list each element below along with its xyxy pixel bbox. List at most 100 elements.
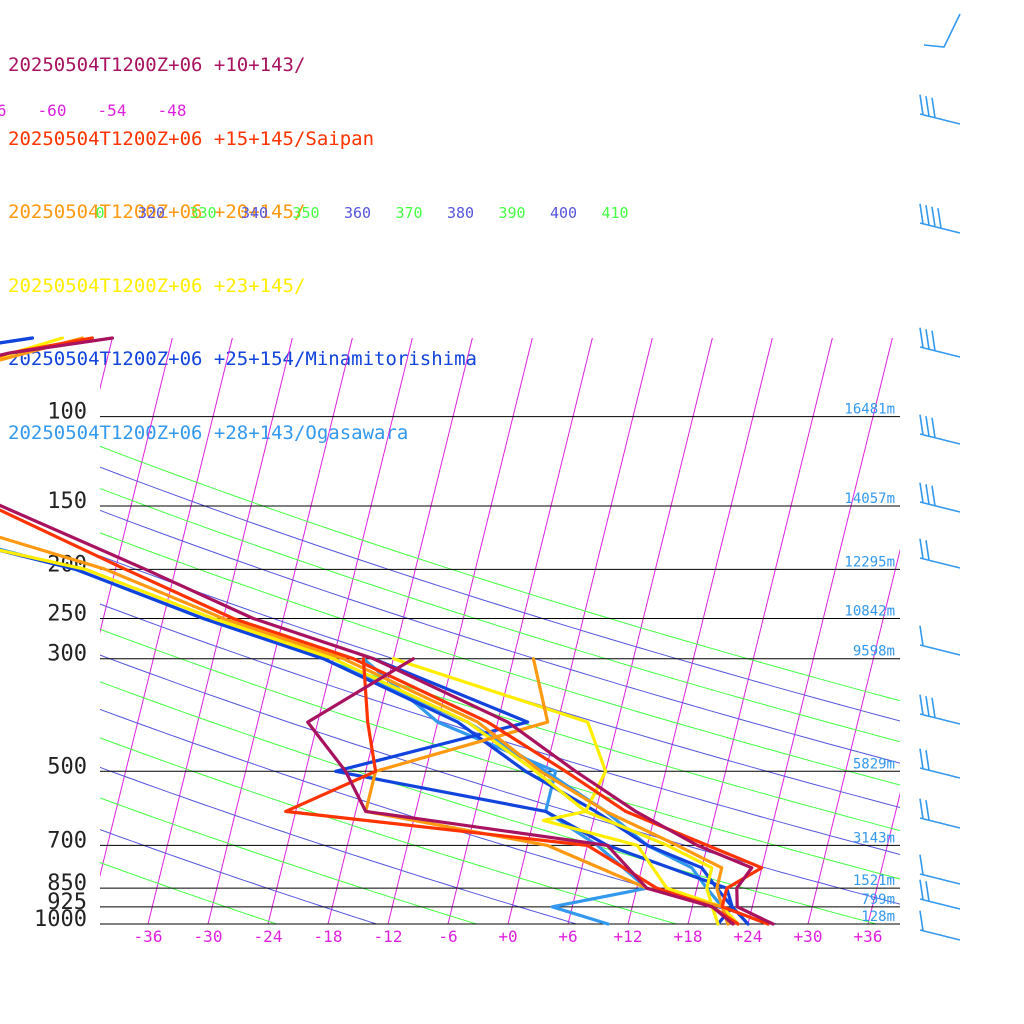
pressure-label: 700 xyxy=(47,828,87,853)
sounding-profiles xyxy=(0,336,775,926)
isotherm-label: -54 xyxy=(98,101,127,120)
legend-entry: 20250504T1200Z+06 +20+145/ xyxy=(8,201,306,223)
temperature-tick-label: +24 xyxy=(734,927,763,946)
isotherm-line xyxy=(807,548,900,924)
series-temperature-line xyxy=(0,336,730,926)
wind-barb-icon xyxy=(919,854,961,885)
series-temperature-line xyxy=(0,336,740,926)
pressure-label: 150 xyxy=(47,489,87,514)
series-temperature-line xyxy=(0,336,720,926)
theta-label: 0 xyxy=(95,204,104,222)
temperature-tick-label: +18 xyxy=(674,927,703,946)
pressure-label: 100 xyxy=(47,400,87,425)
isotherm-line xyxy=(207,337,353,924)
isotherm-line xyxy=(327,337,473,924)
isotherm-line xyxy=(147,337,293,924)
isotherm-label: -60 xyxy=(38,101,67,120)
wind-barb-icon xyxy=(919,327,961,358)
theta-label: 370 xyxy=(395,204,422,222)
series-temperature-line xyxy=(0,336,750,926)
series-dewpoint-line xyxy=(306,657,735,926)
height-label: 12295m xyxy=(844,554,895,570)
height-label: 5829m xyxy=(853,756,895,772)
theta-label: 390 xyxy=(498,204,525,222)
wind-barb-icon xyxy=(919,748,961,779)
height-label: 10842m xyxy=(844,604,895,620)
isotherm-line xyxy=(867,792,900,924)
isotherm-line xyxy=(687,337,833,924)
theta-label: 350 xyxy=(292,204,319,222)
temperature-tick-label: -12 xyxy=(374,927,403,946)
legend: 20250504T1200Z+06 +10+143/ 20250504T1200… xyxy=(8,4,477,470)
temperature-tick-label: +6 xyxy=(558,927,577,946)
dry-adiabat-line xyxy=(100,766,577,924)
temperature-tick-label: -30 xyxy=(194,927,223,946)
wind-barb-icon xyxy=(919,625,961,656)
temperature-tick-label: -6 xyxy=(438,927,457,946)
dry-adiabat-line xyxy=(100,509,900,764)
pressure-label: 1000 xyxy=(34,907,87,932)
isotherm-line xyxy=(627,337,773,924)
wind-barb-icon xyxy=(919,694,961,725)
dry-adiabat-line xyxy=(100,555,900,808)
dry-adiabat-line xyxy=(100,797,477,924)
wind-barb-icon xyxy=(919,879,961,910)
isotherm-line xyxy=(100,337,173,634)
legend-entry: 20250504T1200Z+06 +10+143/ xyxy=(8,54,306,76)
wind-barbs xyxy=(919,13,961,941)
temperature-tick-label: +30 xyxy=(794,927,823,946)
dry-adiabat-line xyxy=(100,445,900,702)
theta-label: 410 xyxy=(601,204,628,222)
pressure-label: 925 xyxy=(47,890,87,915)
wind-barb-icon xyxy=(919,538,961,569)
dry-adiabat-line xyxy=(100,829,377,924)
background-lines xyxy=(0,337,900,924)
wind-barb-icon xyxy=(919,798,961,829)
isotherm-line xyxy=(100,337,233,878)
theta-label: 330 xyxy=(189,204,216,222)
pressure-label: 500 xyxy=(47,754,87,779)
dry-adiabat-line xyxy=(100,654,900,905)
dry-adiabat-line xyxy=(100,861,277,924)
pressure-label: 250 xyxy=(47,602,87,627)
height-label: 9598m xyxy=(853,644,895,660)
dry-adiabat-line xyxy=(100,466,900,722)
theta-label: 380 xyxy=(447,204,474,222)
temperature-tick-label: -36 xyxy=(134,927,163,946)
height-label: 3143m xyxy=(853,830,895,846)
height-label: 1521m xyxy=(853,873,895,889)
dry-adiabat-line xyxy=(100,532,900,786)
temperature-tick-label: +36 xyxy=(854,927,883,946)
isotherm-label: -48 xyxy=(158,101,187,120)
temperature-axis: -36 -30 -24 -18 -12 -6 +0 +6 +12 +18 +24 +30 +36 -66 -… xyxy=(0,101,882,946)
wind-barb-icon xyxy=(919,414,961,445)
isotherm-line xyxy=(567,337,713,924)
height-label: 14057m xyxy=(844,491,895,507)
isotherm-label: -66 xyxy=(0,101,6,120)
height-label: 16481m xyxy=(844,402,895,418)
theta-label: 360 xyxy=(344,204,371,222)
theta-label: 340 xyxy=(241,204,268,222)
isotherm-line xyxy=(267,337,413,924)
pressure-label: 300 xyxy=(47,642,87,667)
isotherm-line xyxy=(747,337,893,924)
dry-adiabat-line xyxy=(100,681,877,924)
isotherm-line xyxy=(0,338,52,924)
legend-entry: 20250504T1200Z+06 +25+154/Minamitorishim… xyxy=(8,348,477,370)
theta-label: 320 xyxy=(138,204,165,222)
dry-adiabat-line xyxy=(100,737,677,924)
series-temperature-line xyxy=(0,336,775,926)
temperature-tick-label: -18 xyxy=(314,927,343,946)
temperature-tick-label: -24 xyxy=(254,927,283,946)
theta-label: 400 xyxy=(550,204,577,222)
isotherm-line xyxy=(447,337,593,924)
wind-barb-icon xyxy=(919,482,961,513)
height-label: 128m xyxy=(861,909,895,925)
dry-adiabat-line xyxy=(100,603,900,855)
dry-adiabat-line xyxy=(100,487,900,743)
wind-barb-icon xyxy=(923,13,961,48)
pressure-label: 850 xyxy=(47,871,87,896)
temperature-tick-label: +0 xyxy=(498,927,517,946)
